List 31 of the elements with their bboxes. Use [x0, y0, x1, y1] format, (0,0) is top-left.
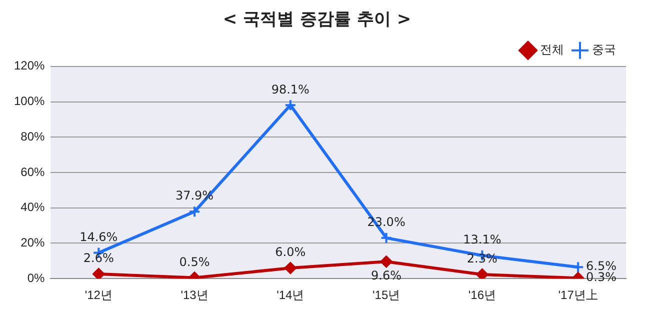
- point: [188, 206, 201, 218]
- data-label: 13.1%: [463, 232, 502, 247]
- data-label: 0.5%: [179, 254, 210, 269]
- y-tick-label: 60%: [20, 164, 46, 179]
- legend-label: 중국: [592, 42, 616, 57]
- data-label: 98.1%: [271, 82, 310, 96]
- legend-label: 전체: [540, 42, 564, 57]
- x-tick-label: '14년: [276, 288, 304, 302]
- data-label: 6.0%: [275, 245, 306, 260]
- point: [476, 268, 488, 279]
- chart-title: < 국적별 증감률 추이 >: [222, 10, 412, 30]
- point: [572, 261, 584, 274]
- x-tick-label: '16년: [468, 288, 496, 302]
- y-tick-label: 80%: [20, 129, 46, 144]
- point: [284, 262, 296, 274]
- x-tick-label: '17년上: [558, 288, 598, 302]
- x-tick-label: '13년: [180, 288, 208, 302]
- point: [380, 256, 392, 268]
- y-tick-label: 120%: [14, 58, 46, 73]
- y-tick-label: 100%: [14, 94, 46, 108]
- point: [92, 268, 105, 279]
- data-label: 14.6%: [80, 230, 118, 244]
- x-tick-label: '15년: [372, 288, 400, 302]
- point: [284, 99, 296, 112]
- data-label: 2.6%: [83, 251, 114, 266]
- data-label: 9.6%: [371, 268, 402, 283]
- y-tick-label: 20%: [20, 236, 46, 250]
- y-tick-label: 0%: [27, 270, 46, 285]
- x-tick-label: '12년: [84, 288, 112, 302]
- point: [380, 232, 392, 244]
- y-tick-label: 40%: [20, 200, 46, 214]
